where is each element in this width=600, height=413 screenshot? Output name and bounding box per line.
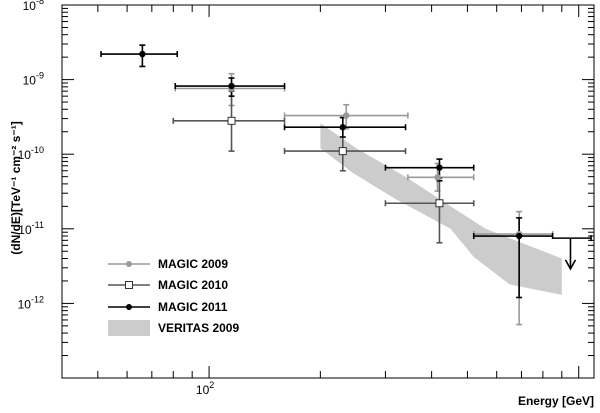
magic-2011-point	[339, 124, 346, 131]
y-tick-label: 10-8	[23, 0, 44, 13]
legend-marker-magic-2009	[126, 261, 132, 267]
magic-2009-point	[343, 112, 350, 119]
y-tick-label: 10-12	[18, 294, 44, 311]
magic-2011-point	[228, 82, 235, 90]
magic-2011-point	[515, 232, 523, 240]
x-axis-title: Energy [GeV]	[518, 394, 594, 408]
legend-label-magic-2009: MAGIC 2009	[158, 257, 228, 271]
legend-marker-magic-2010	[125, 281, 133, 289]
x-tick-label: 102	[196, 380, 214, 397]
legend-swatch-veritas-2009	[108, 320, 150, 336]
band-layer	[320, 123, 562, 295]
axis-ticks	[61, 4, 594, 379]
magic-2010-point	[435, 199, 444, 208]
legend-label-magic-2011: MAGIC 2011	[158, 300, 228, 314]
magic-2009-point	[434, 174, 441, 181]
legend: MAGIC 2009 MAGIC 2010 MAGIC 2011 VERITAS…	[108, 257, 239, 336]
plot-frame	[61, 4, 595, 379]
tick-labels: 10-12 10-11 10-10 10-9 10-8 102	[18, 0, 215, 397]
y-tick-label: 10-11	[18, 220, 44, 237]
plot-border	[61, 4, 595, 379]
magic-2011-point	[139, 50, 146, 58]
marker-layer	[139, 50, 523, 240]
magic-2010-point	[227, 116, 236, 125]
y-tick-label: 10-10	[18, 145, 44, 162]
legend-item-magic-2009: MAGIC 2009	[108, 257, 228, 271]
legend-marker-magic-2011	[126, 304, 132, 310]
legend-item-magic-2011: MAGIC 2011	[108, 300, 228, 314]
legend-label-veritas-2009: VERITAS 2009	[158, 321, 239, 335]
y-tick-label: 10-9	[23, 71, 44, 88]
legend-label-magic-2010: MAGIC 2010	[158, 278, 228, 292]
veritas-band	[320, 123, 562, 295]
y-axis-title: (dN/dE)[TeV⁻¹ cm⁻² s⁻¹]	[9, 121, 23, 254]
magic-2010-point	[338, 147, 347, 156]
legend-item-veritas-2009: VERITAS 2009	[108, 320, 239, 336]
magic-2011-ul-arrow	[564, 259, 577, 271]
magic-2011-point	[436, 164, 443, 171]
legend-item-magic-2010: MAGIC 2010	[108, 278, 228, 292]
